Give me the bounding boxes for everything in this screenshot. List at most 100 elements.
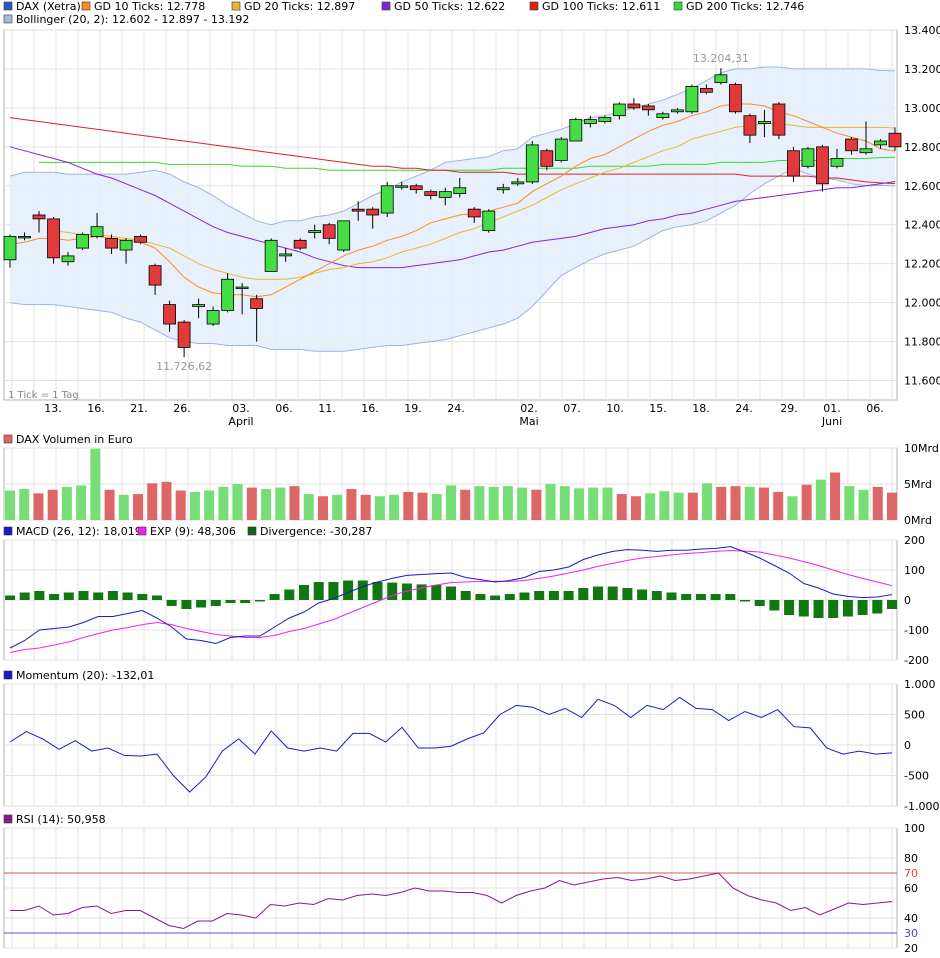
volume-bar xyxy=(360,494,371,520)
legend-main-5: GD 200 Ticks: 12.746 xyxy=(686,0,804,13)
candle-body xyxy=(859,148,873,154)
main-ytick-label: 11.800 xyxy=(904,336,940,349)
volume-bar xyxy=(218,486,229,520)
candle-body xyxy=(119,239,133,251)
candle-body xyxy=(612,103,626,117)
volume-bar xyxy=(887,492,897,520)
volume-bar xyxy=(830,472,841,520)
macd-ytick-label: 200 xyxy=(904,534,925,547)
divergence-bar xyxy=(357,580,368,600)
volume-bar xyxy=(289,486,300,520)
volume-bar xyxy=(602,487,613,520)
legend-main-5-swatch xyxy=(673,1,683,11)
candle-body xyxy=(308,230,322,233)
candle-body xyxy=(177,321,191,348)
candle-body xyxy=(192,304,206,307)
main-ytick-label: 13.400 xyxy=(904,24,940,37)
candle-body xyxy=(380,185,394,214)
candle-body xyxy=(351,208,365,212)
divergence-bar xyxy=(269,594,280,600)
candle-body xyxy=(525,144,539,183)
divergence-bar xyxy=(387,582,398,600)
macd-ytick-label: 0 xyxy=(904,594,911,607)
divergence-bar xyxy=(607,586,618,600)
volume-bar xyxy=(61,486,72,520)
candle-body xyxy=(699,88,713,93)
x-day-label: 21. xyxy=(130,402,148,415)
volume-bar xyxy=(374,496,385,520)
candle-body xyxy=(221,278,235,311)
legend-bollinger-swatch xyxy=(3,14,13,24)
x-day-label: 06. xyxy=(866,402,884,415)
volume-bar xyxy=(147,483,158,520)
divergence-bar xyxy=(240,600,251,603)
divergence-bar xyxy=(740,600,750,602)
candle-body xyxy=(337,220,351,251)
divergence-bar xyxy=(181,600,192,609)
candle-body xyxy=(583,119,597,124)
volume-bar xyxy=(19,489,30,520)
x-month-label: Mai xyxy=(519,415,538,428)
volume-bar xyxy=(90,448,101,520)
divergence-bar xyxy=(446,586,456,600)
volume-bar xyxy=(104,489,115,520)
candle-body xyxy=(424,191,438,196)
volume-bar xyxy=(645,493,656,520)
divergence-bar xyxy=(651,591,662,600)
divergence-bar xyxy=(254,600,265,602)
volume-bar xyxy=(730,486,741,520)
volume-bar xyxy=(332,494,343,520)
candle-body xyxy=(438,191,452,198)
volume-bar xyxy=(232,484,243,520)
macd-ytick-label: 100 xyxy=(904,564,925,577)
volume-bar xyxy=(616,494,627,520)
candle-body xyxy=(61,255,75,263)
macd-exp-line xyxy=(9,549,893,653)
rsi-ytick-label: 20 xyxy=(904,942,918,955)
candle-body xyxy=(670,109,684,113)
x-day-label: 06. xyxy=(275,402,293,415)
gd100-line xyxy=(9,117,896,185)
volume-bar xyxy=(502,486,513,520)
divergence-bar xyxy=(328,582,339,600)
rsi-ytick-label: 40 xyxy=(904,912,918,925)
legend-macd-0: MACD (26, 12): 18,019 xyxy=(16,525,142,538)
divergence-bar xyxy=(401,583,412,600)
x-day-label: 29. xyxy=(780,402,798,415)
divergence-bar xyxy=(460,591,471,600)
x-month-label: Juni xyxy=(821,415,842,428)
divergence-bar xyxy=(225,600,236,603)
candle-body xyxy=(18,236,31,239)
candle-body xyxy=(366,208,380,216)
candle-body xyxy=(496,187,510,191)
legend-main-4-swatch xyxy=(529,1,539,11)
candle-body xyxy=(656,113,670,119)
divergence-bar xyxy=(828,600,839,618)
volume-bar xyxy=(346,489,357,520)
main-ytick-label: 11.600 xyxy=(904,375,940,388)
candle-body xyxy=(888,132,902,148)
divergence-bar xyxy=(710,594,721,600)
volume-bar xyxy=(446,485,456,520)
volume-bar xyxy=(574,488,585,520)
candle-body xyxy=(235,286,249,289)
volume-bar xyxy=(787,496,798,520)
divergence-bar xyxy=(593,586,603,600)
divergence-bar xyxy=(137,594,148,600)
rsi-ytick-label: 80 xyxy=(904,852,918,865)
gd200-line xyxy=(39,156,896,171)
candle-body xyxy=(627,103,641,109)
divergence-bar xyxy=(519,592,530,600)
candle-body xyxy=(801,148,815,167)
legend-main-3-swatch xyxy=(381,1,391,11)
divergence-bar xyxy=(196,600,207,608)
candle-body xyxy=(816,146,829,185)
divergence-bar xyxy=(152,595,162,600)
volume-bar xyxy=(261,489,272,520)
divergence-bar xyxy=(754,600,765,606)
divergence-bar xyxy=(842,600,853,617)
rsi-line xyxy=(10,872,893,930)
divergence-bar xyxy=(284,589,295,600)
divergence-bar xyxy=(666,592,677,600)
volume-bar xyxy=(133,494,144,520)
